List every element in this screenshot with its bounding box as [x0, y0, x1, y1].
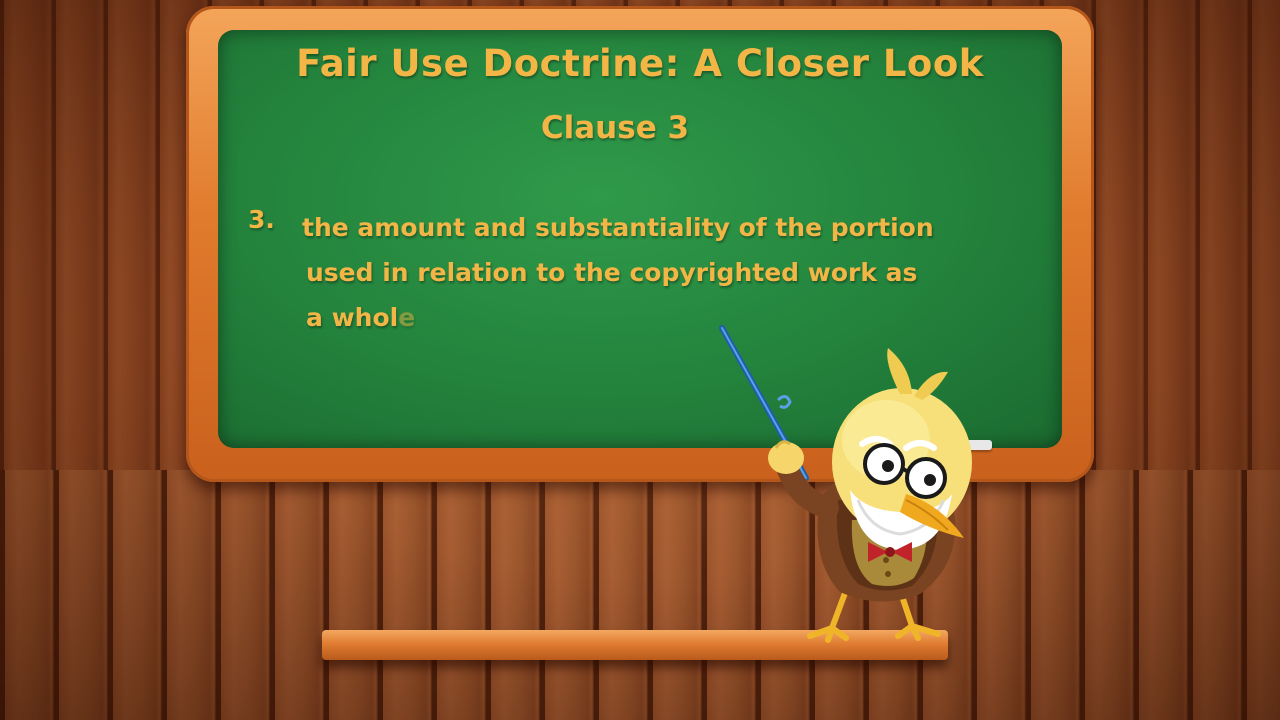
professor-chick-icon	[0, 0, 1280, 720]
classroom-scene: Fair Use Doctrine: A Closer Look Clause …	[0, 0, 1280, 720]
